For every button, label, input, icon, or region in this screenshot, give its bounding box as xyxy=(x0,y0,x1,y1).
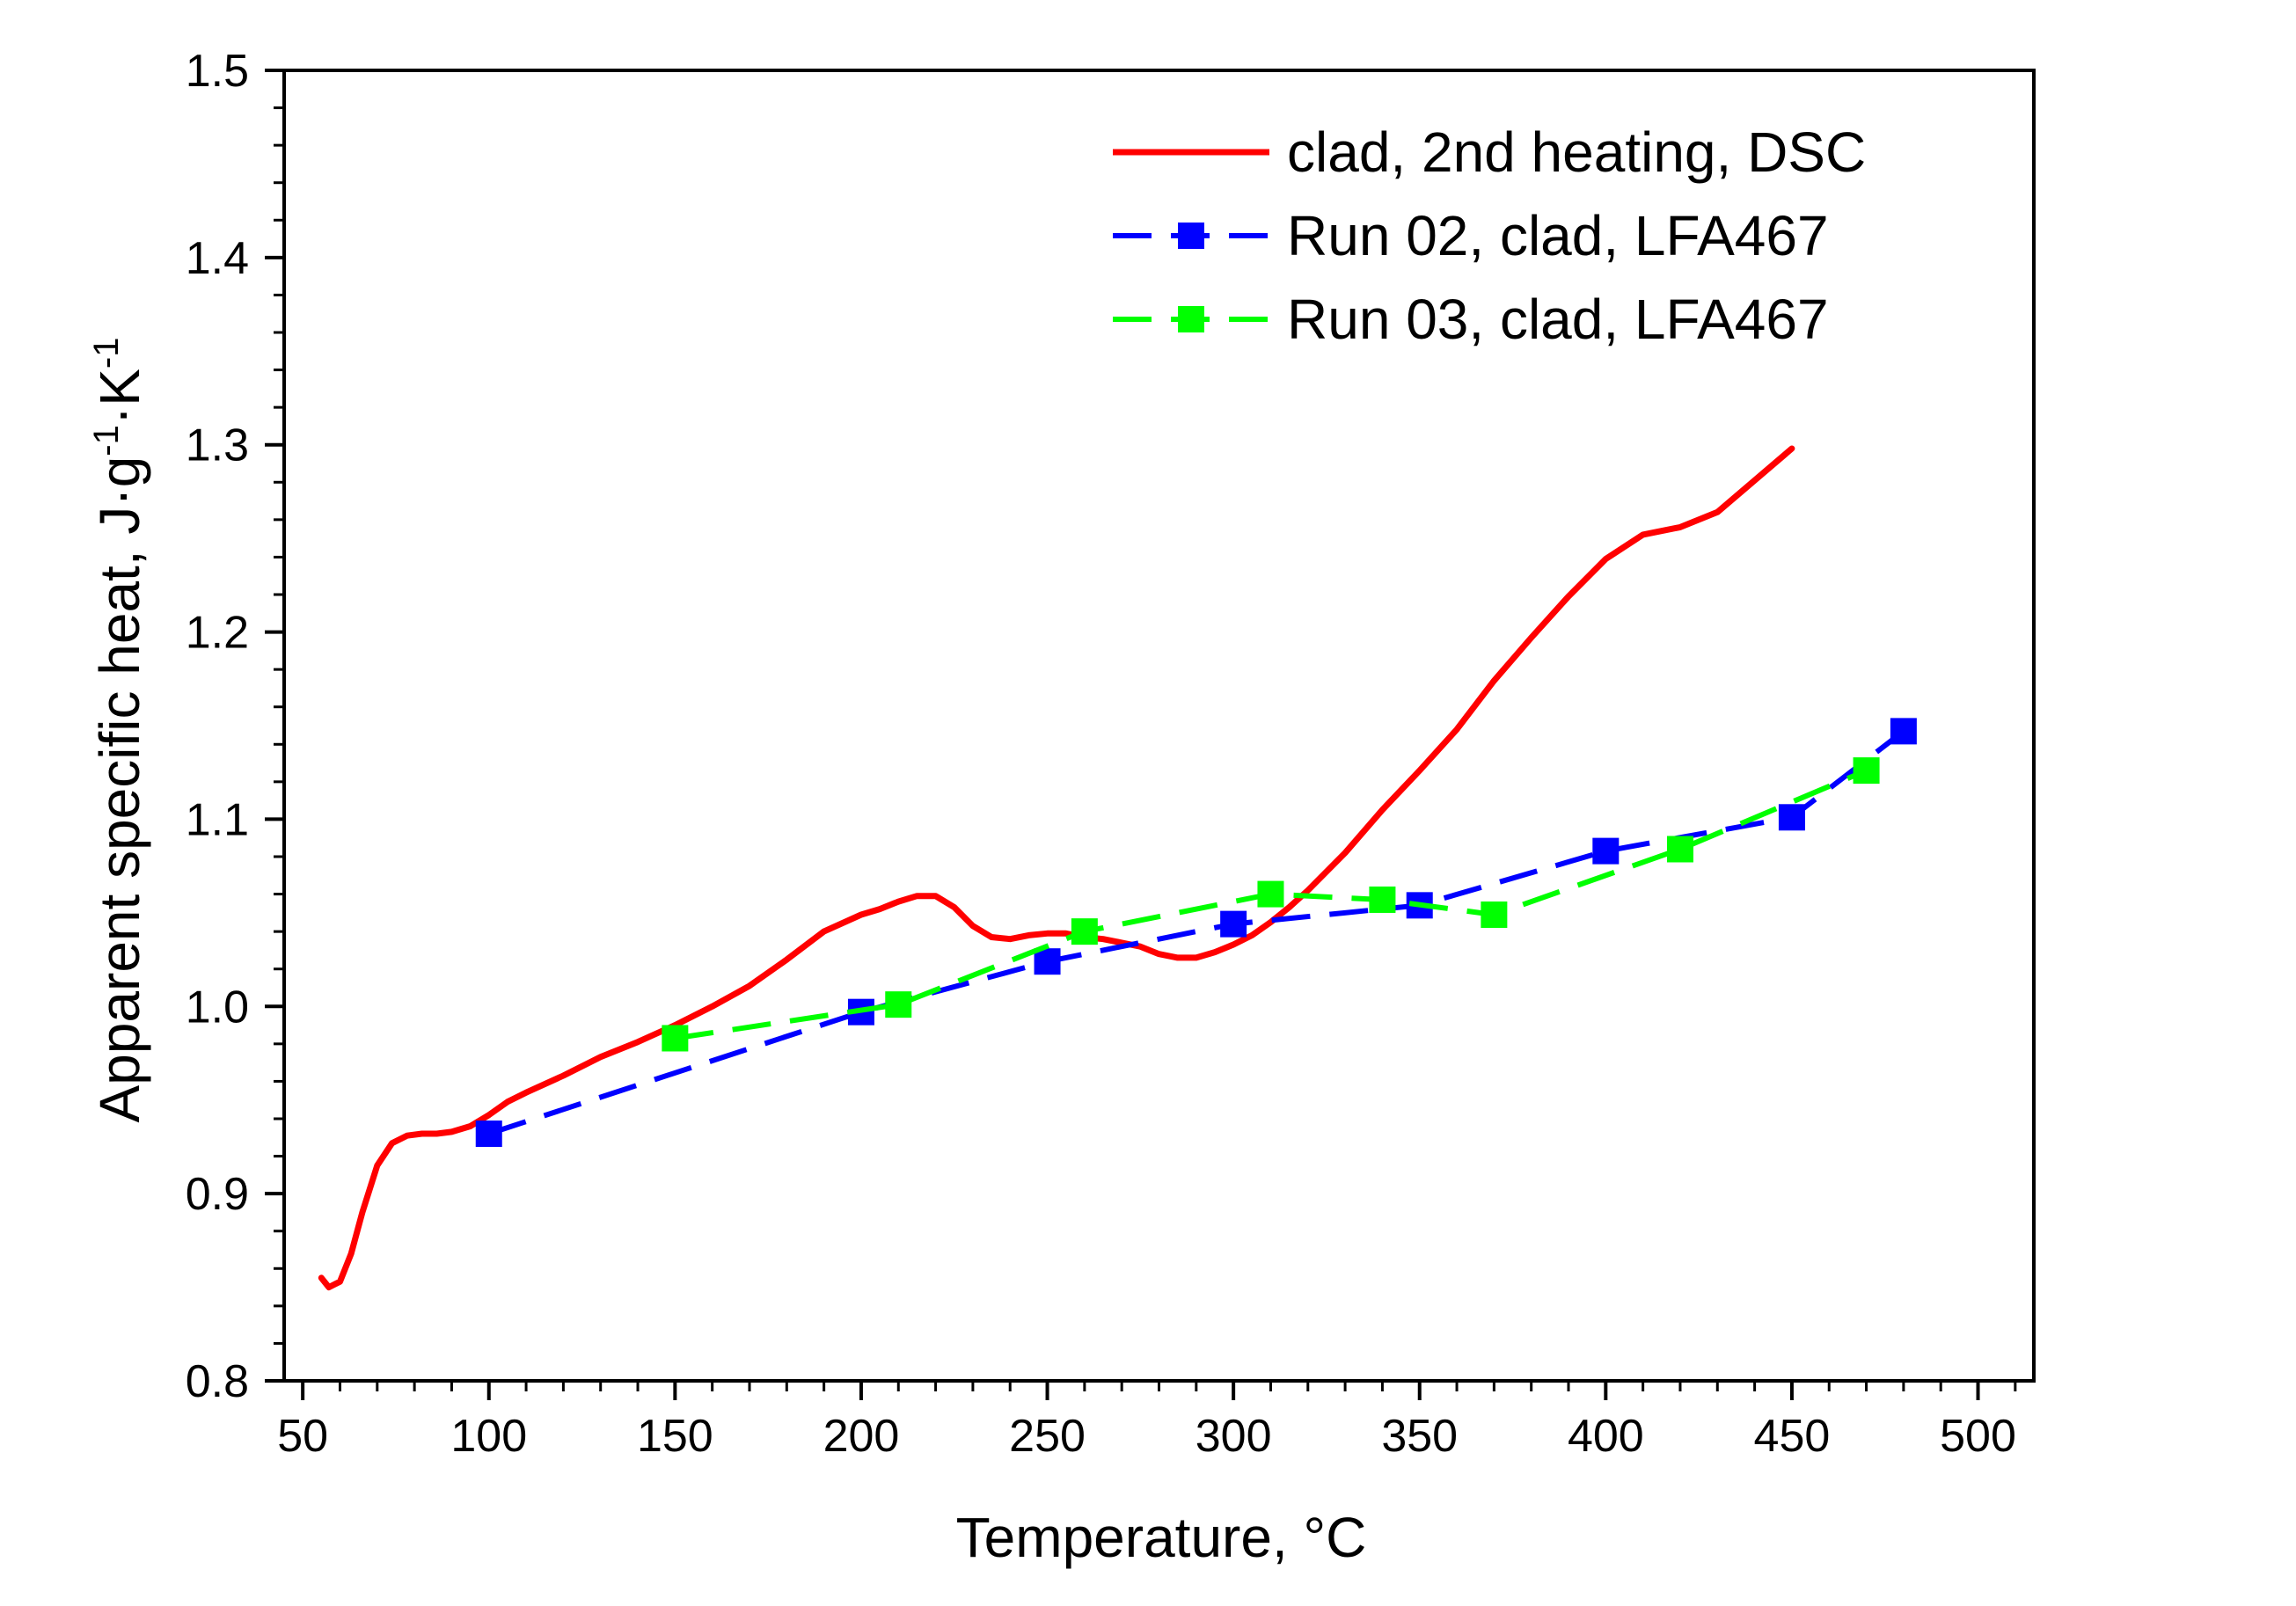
y-tick-label: 1.1 xyxy=(186,794,249,845)
y-tick-label: 1.0 xyxy=(186,982,249,1033)
series-2-marker xyxy=(1890,718,1917,745)
series-2-marker xyxy=(475,1121,502,1148)
y-axis-title-main: Apparent specific heat, J·g xyxy=(88,456,151,1123)
y-tick-label: 1.2 xyxy=(186,608,249,659)
y-axis-title-mid: ·K xyxy=(88,369,151,425)
series-3-marker xyxy=(1481,901,1508,928)
x-tick-label: 450 xyxy=(1754,1411,1831,1462)
series-3-marker xyxy=(1853,757,1880,785)
y-tick-label: 1.3 xyxy=(186,420,249,471)
x-tick-label: 100 xyxy=(450,1411,527,1462)
ticks-layer: 50 100 150 200 250 300 350 400 450 500 0.8 0.9 1.0 1.… xyxy=(186,46,2017,1462)
series-2-marker xyxy=(1220,910,1247,938)
series-3-marker xyxy=(1071,918,1098,945)
x-tick-label: 50 xyxy=(277,1411,328,1462)
series-3-marker xyxy=(1369,886,1396,913)
series-3-marker xyxy=(662,1025,689,1052)
series-line-1 xyxy=(318,445,1795,1291)
y-tick-label: 0.9 xyxy=(186,1169,249,1220)
x-tick-label: 300 xyxy=(1196,1411,1272,1462)
x-axis-title: Temperature, °C xyxy=(956,1506,1367,1569)
series-2-marker xyxy=(1778,804,1805,831)
x-tick-label: 150 xyxy=(637,1411,713,1462)
y-tick-label: 1.5 xyxy=(186,46,249,97)
series-line-3 xyxy=(674,768,1868,1041)
series-3-marker xyxy=(1257,880,1284,908)
x-tick-label: 500 xyxy=(1940,1411,2016,1462)
series-layer xyxy=(318,445,1917,1291)
legend-marker-2 xyxy=(1178,223,1204,249)
legend-label-2: Run 02, clad, LFA467 xyxy=(1287,204,1829,267)
series-2-marker xyxy=(1034,948,1061,975)
series-2-marker xyxy=(1592,837,1620,865)
y-axis-title-sup-2: -1 xyxy=(87,338,126,369)
series-3-marker xyxy=(885,991,912,1018)
legend-label-1: clad, 2nd heating, DSC xyxy=(1287,120,1866,184)
y-axis-title: Apparent specific heat, J·g-1·K-1 xyxy=(87,338,151,1123)
x-tick-label: 250 xyxy=(1009,1411,1086,1462)
x-tick-label: 400 xyxy=(1568,1411,1644,1462)
legend: clad, 2nd heating, DSC Run 02, clad, LFA4… xyxy=(1113,120,1866,351)
y-axis-title-sup-1: -1 xyxy=(87,425,126,456)
plot-area-frame xyxy=(282,69,2036,1383)
legend-marker-3 xyxy=(1178,306,1204,332)
y-tick-label: 0.8 xyxy=(186,1356,249,1407)
y-tick-label: 1.4 xyxy=(186,233,249,284)
series-3-marker xyxy=(1666,836,1693,863)
x-tick-label: 350 xyxy=(1381,1411,1458,1462)
x-tick-label: 200 xyxy=(823,1411,900,1462)
legend-label-3: Run 03, clad, LFA467 xyxy=(1287,288,1829,351)
